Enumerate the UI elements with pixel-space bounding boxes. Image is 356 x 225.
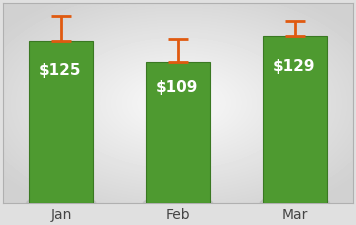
Ellipse shape <box>26 193 96 217</box>
Text: $129: $129 <box>272 59 315 74</box>
Text: $125: $125 <box>39 63 81 78</box>
Bar <box>29 41 93 203</box>
Bar <box>146 62 210 203</box>
Ellipse shape <box>143 194 213 215</box>
Ellipse shape <box>260 193 330 218</box>
Text: $109: $109 <box>156 80 198 95</box>
Bar <box>263 36 327 203</box>
